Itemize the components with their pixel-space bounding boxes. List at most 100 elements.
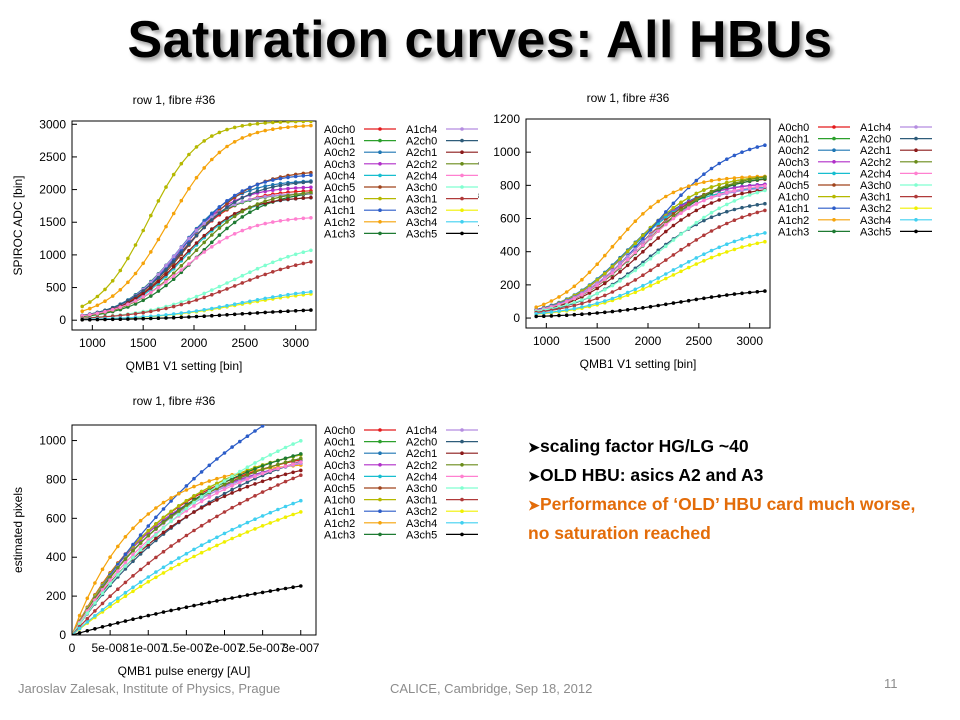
data-point	[123, 535, 128, 539]
data-point	[179, 300, 184, 304]
legend-marker	[378, 196, 382, 201]
data-point	[286, 182, 290, 186]
data-point	[179, 302, 184, 307]
legend-marker	[460, 497, 464, 502]
data-point	[217, 150, 222, 155]
series-group	[534, 143, 767, 319]
data-point	[732, 181, 737, 185]
data-point	[177, 491, 181, 496]
data-point	[215, 491, 219, 495]
data-point	[671, 238, 676, 242]
legend-label: A1ch3	[778, 226, 809, 238]
data-point	[709, 229, 714, 233]
data-point	[194, 309, 199, 313]
data-point	[286, 218, 290, 222]
data-point	[156, 272, 161, 277]
data-point	[240, 228, 245, 233]
data-point	[702, 296, 706, 301]
legend-marker	[832, 206, 836, 210]
legend-marker	[914, 148, 918, 152]
data-point	[286, 121, 290, 124]
data-point	[747, 204, 752, 208]
data-point	[679, 193, 683, 197]
data-point	[138, 580, 143, 584]
data-point	[207, 519, 212, 523]
data-point	[263, 272, 267, 277]
data-point	[154, 522, 158, 526]
data-point	[656, 236, 660, 240]
data-point	[664, 302, 668, 307]
data-point	[260, 490, 265, 494]
legend-label: A2ch2	[406, 460, 437, 472]
data-point	[747, 147, 752, 152]
data-point	[156, 237, 161, 242]
data-point	[740, 215, 744, 220]
data-point	[648, 268, 653, 273]
data-point	[671, 253, 676, 257]
data-point	[225, 235, 229, 240]
data-point	[641, 212, 645, 216]
legend-label: A3ch2	[860, 203, 891, 215]
data-point	[108, 604, 112, 609]
data-point	[194, 294, 199, 299]
data-point	[199, 495, 204, 499]
data-point	[679, 247, 683, 252]
legend-label: A2ch0	[406, 437, 437, 449]
data-point	[671, 223, 676, 228]
legend-label: A0ch3	[324, 159, 355, 171]
data-point	[732, 239, 737, 244]
x-axis-label: QMB1 V1 setting [bin]	[126, 359, 243, 373]
data-point	[146, 512, 151, 516]
data-point	[686, 202, 691, 207]
data-point	[225, 303, 229, 308]
legend-marker	[460, 532, 464, 537]
data-point	[641, 233, 645, 238]
data-point	[202, 291, 206, 296]
data-point	[633, 278, 638, 282]
legend-label: A0ch0	[324, 124, 355, 136]
data-point	[133, 312, 138, 316]
data-point	[618, 286, 622, 291]
legend-marker	[378, 532, 382, 537]
data-point	[240, 189, 245, 193]
x-tick-label: 2000	[635, 334, 662, 348]
data-point	[161, 549, 166, 554]
x-tick-label: 2500	[685, 334, 712, 348]
data-point	[656, 250, 660, 255]
legend-label: A0ch0	[778, 122, 809, 134]
data-point	[187, 248, 191, 253]
data-point	[146, 575, 151, 579]
data-point	[95, 317, 100, 322]
data-point	[253, 527, 257, 531]
data-point	[146, 540, 151, 544]
data-point	[225, 281, 229, 285]
data-point	[199, 481, 204, 486]
legend-label: A0ch1	[324, 136, 355, 148]
data-point	[85, 616, 90, 621]
data-point	[202, 308, 206, 312]
data-point	[123, 567, 128, 571]
data-point	[271, 185, 275, 189]
data-point	[276, 415, 280, 419]
data-point	[138, 533, 143, 537]
data-point	[123, 552, 128, 557]
data-point	[202, 233, 206, 238]
x-tick-label: 1500	[584, 334, 611, 348]
data-point	[238, 473, 242, 477]
data-point	[671, 190, 676, 195]
data-point	[276, 462, 280, 467]
legend-marker	[832, 229, 836, 234]
data-point	[694, 238, 699, 242]
data-point	[580, 312, 584, 316]
data-point	[694, 182, 699, 186]
data-point	[263, 121, 267, 125]
legend-label: A2ch4	[860, 168, 891, 180]
data-point	[633, 219, 638, 223]
data-point	[161, 507, 166, 511]
data-point	[732, 193, 737, 198]
data-point	[131, 556, 135, 560]
data-point	[154, 506, 158, 510]
data-point	[202, 139, 206, 143]
data-point	[309, 260, 313, 264]
data-point	[572, 306, 577, 311]
